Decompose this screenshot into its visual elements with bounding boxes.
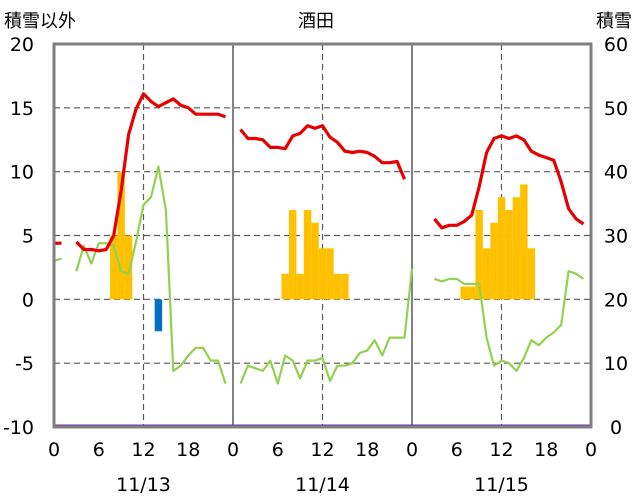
snowfall-bar xyxy=(505,209,513,300)
snow-depth-line xyxy=(433,134,585,230)
snowfall-bar xyxy=(117,171,125,300)
date-label: 11/14 xyxy=(295,474,350,496)
y-left-tick-label: -5 xyxy=(15,353,34,375)
snowfall-bar xyxy=(497,197,506,300)
snowfall-bar xyxy=(124,235,133,300)
snowfall-bar xyxy=(490,222,498,300)
snowfall-bar xyxy=(475,209,483,300)
x-tick-label: 12 xyxy=(489,439,513,461)
plot-frame xyxy=(52,42,593,429)
x-tick-label: 12 xyxy=(310,439,334,461)
y-left-tick-label: 0 xyxy=(22,289,34,311)
y-right-tick-label: 60 xyxy=(604,34,628,56)
temperature-line xyxy=(434,270,585,372)
snowfall-bar xyxy=(341,273,349,300)
frame-layer xyxy=(52,42,593,429)
snowfall-bar xyxy=(467,286,476,300)
temperature-line xyxy=(239,268,414,385)
y-right-tick-label: 20 xyxy=(604,289,628,311)
snow-depth-line xyxy=(239,124,406,180)
y-left-tick-label: -10 xyxy=(3,417,34,439)
snowfall-bar xyxy=(482,248,491,300)
snowfall-bar xyxy=(288,209,297,300)
x-tick-label: 0 xyxy=(406,439,418,461)
x-tick-label: 12 xyxy=(131,439,155,461)
x-tick-label: 0 xyxy=(227,439,239,461)
snowfall-bar xyxy=(326,248,334,300)
y-left-axis-label: 積雪以外 xyxy=(4,11,76,32)
snowfall-bar xyxy=(520,184,528,300)
date-label: 11/15 xyxy=(474,474,529,496)
temperature-line xyxy=(75,165,227,384)
y-left-tick-label: 10 xyxy=(10,162,34,184)
y-right-tick-label: 30 xyxy=(604,226,628,248)
snowfall-bar xyxy=(109,235,118,300)
x-tick-label: 18 xyxy=(176,439,200,461)
snowfall-bar xyxy=(527,248,536,300)
snowfall-bar xyxy=(318,248,327,300)
x-tick-label: 6 xyxy=(451,439,463,461)
precipitation-bar xyxy=(154,299,163,332)
snowfall-bar xyxy=(281,273,289,300)
x-tick-label: 0 xyxy=(585,439,597,461)
snowfall-bar xyxy=(303,209,312,300)
x-tick-label: 18 xyxy=(355,439,379,461)
x-tick-label: 6 xyxy=(93,439,105,461)
x-tick-label: 0 xyxy=(48,439,60,461)
snowfall-bar xyxy=(333,273,342,300)
snowfall-bar xyxy=(460,286,468,300)
y-left-tick-label: 5 xyxy=(22,226,34,248)
y-right-tick-label: 40 xyxy=(604,162,628,184)
y-right-tick-label: 10 xyxy=(604,353,628,375)
y-right-tick-label: 0 xyxy=(610,417,622,439)
x-tick-label: 18 xyxy=(534,439,558,461)
y-right-axis-label: 積雪 xyxy=(596,11,632,32)
y-left-tick-label: 15 xyxy=(10,98,34,120)
x-tick-label: 6 xyxy=(272,439,284,461)
bar-layer xyxy=(109,171,536,332)
snowfall-bar xyxy=(296,273,304,300)
date-label: 11/13 xyxy=(116,474,171,496)
y-left-tick-label: 20 xyxy=(10,34,34,56)
y-right-tick-label: 50 xyxy=(604,98,628,120)
snow-depth-line xyxy=(75,92,227,253)
snowfall-bar xyxy=(311,222,319,300)
chart-title: 酒田 xyxy=(298,11,334,32)
snowfall-bar xyxy=(512,197,521,300)
